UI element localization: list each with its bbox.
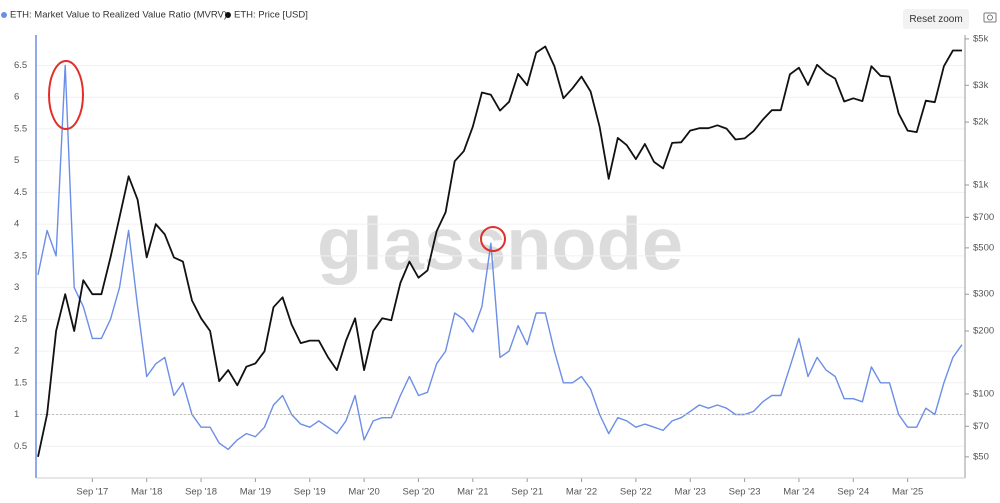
y-tick-label: 5.5 [14,123,27,134]
x-tick-label: Sep '18 [185,487,217,498]
y2-tick-label: $300 [973,289,994,300]
y2-tick-label: $3k [973,80,989,91]
y-tick-label: 2.5 [14,314,27,325]
x-tick-label: Mar '19 [240,487,271,498]
x-tick-label: Sep '24 [837,487,869,498]
x-tick-label: Sep '19 [294,487,326,498]
y-tick-label: 6.5 [14,60,27,71]
y-tick-label: 6 [14,92,19,103]
x-tick-label: Mar '22 [566,487,597,498]
y-tick-label: 4 [14,219,19,230]
x-tick-label: Sep '17 [76,487,108,498]
y2-tick-label: $2k [973,117,989,128]
y-tick-label: 3.5 [14,250,27,261]
y-tick-label: 0.5 [14,441,27,452]
legend-swatch [225,12,231,18]
y-tick-label: 3 [14,282,19,293]
x-tick-label: Mar '20 [348,487,379,498]
y2-tick-label: $100 [973,388,994,399]
y-tick-label: 4.5 [14,187,27,198]
legend-label[interactable]: ETH: Price [USD] [234,10,308,21]
x-tick-label: Sep '23 [729,487,761,498]
y-tick-label: 1.5 [14,377,27,388]
x-tick-label: Sep '22 [620,487,652,498]
y2-tick-label: $50 [973,451,989,462]
watermark: glassnode [317,203,683,286]
camera-icon[interactable] [983,12,997,23]
y2-tick-label: $1k [973,179,989,190]
series-line [37,45,962,457]
highlight-circle [480,226,506,252]
y2-tick-label: $700 [973,212,994,223]
x-tick-label: Mar '24 [783,487,814,498]
reset-zoom-button[interactable]: Reset zoom [903,9,969,29]
x-tick-label: Mar '18 [131,487,162,498]
y-tick-label: 1 [14,409,19,420]
x-tick-label: Sep '20 [403,487,435,498]
x-tick-label: Mar '25 [892,487,923,498]
legend-label[interactable]: ETH: Market Value to Realized Value Rati… [10,10,227,21]
y2-tick-label: $500 [973,242,994,253]
y2-tick-label: $5k [973,33,989,44]
x-tick-label: Mar '21 [457,487,488,498]
highlight-circle [48,60,84,130]
y-tick-label: 2 [14,346,19,357]
y2-tick-label: $70 [973,421,989,432]
y2-tick-label: $200 [973,326,994,337]
x-tick-label: Sep '21 [511,487,543,498]
x-tick-label: Mar '23 [675,487,706,498]
legend-swatch [1,12,7,18]
y-tick-label: 5 [14,155,19,166]
